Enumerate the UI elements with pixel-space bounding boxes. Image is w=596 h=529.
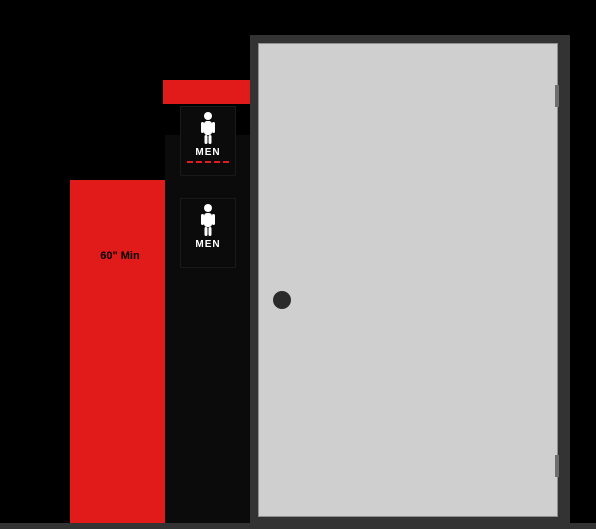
braille-dash-line [187,161,229,163]
restroom-sign-upper: MEN [180,106,236,176]
top-range-bar-red [163,80,263,104]
door-hinge-bottom [555,455,559,477]
floor-line [0,523,596,529]
restroom-sign-lower: MEN [180,198,236,268]
height-bar-red [70,180,165,523]
person-icon [198,111,218,145]
sign-column-black [165,135,250,523]
person-icon [198,203,218,237]
door-hinge-top [555,85,559,107]
height-measurement-text: 60" Min [100,250,139,262]
height-measurement-label: 60" Min [90,250,150,262]
restroom-sign-lower-label: MEN [181,239,235,250]
door-knob [273,291,291,309]
restroom-sign-upper-label: MEN [181,147,235,158]
door-panel [258,43,558,517]
diagram-stage: 60" Min MEN MEN [0,0,596,529]
